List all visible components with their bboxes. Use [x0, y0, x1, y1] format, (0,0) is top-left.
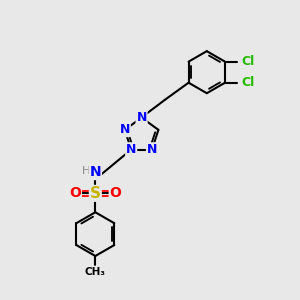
Text: Cl: Cl	[241, 76, 254, 89]
Text: S: S	[90, 186, 101, 201]
Text: O: O	[69, 186, 81, 200]
Text: O: O	[110, 186, 122, 200]
Text: H: H	[82, 167, 90, 176]
Text: N: N	[136, 111, 147, 124]
Text: N: N	[120, 123, 130, 136]
Text: N: N	[89, 165, 101, 179]
Text: Cl: Cl	[241, 55, 254, 68]
Text: CH₃: CH₃	[85, 267, 106, 277]
Text: N: N	[126, 143, 136, 156]
Text: N: N	[147, 143, 157, 156]
